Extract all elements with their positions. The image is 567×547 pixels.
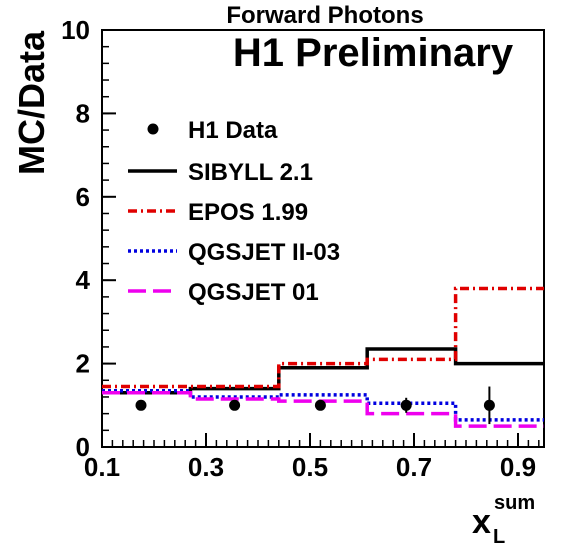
legend-label: SIBYLL 2.1 bbox=[188, 159, 313, 186]
y-tick-label: 0 bbox=[76, 432, 90, 462]
chart-subtitle: H1 Preliminary bbox=[233, 31, 514, 75]
data-point bbox=[314, 399, 326, 411]
chart-title: Forward Photons bbox=[226, 2, 423, 29]
data-points bbox=[135, 386, 495, 425]
plot-frame bbox=[101, 29, 545, 448]
x-tick-label: 0.7 bbox=[396, 452, 432, 482]
legend-label: QGSJET II-03 bbox=[188, 239, 340, 266]
legend-label: QGSJET 01 bbox=[188, 279, 319, 306]
x-tick-label: 0.3 bbox=[188, 452, 224, 482]
series-line bbox=[102, 347, 544, 395]
data-point bbox=[483, 399, 495, 411]
x-axis-label-sup: sum bbox=[494, 492, 535, 514]
axes: 0 2 4 6 8 10 0.1 0.3 0.5 0.7 0.9 bbox=[61, 15, 540, 482]
x-axis-label: x sum L bbox=[472, 492, 535, 547]
x-tick-label: 0.5 bbox=[292, 452, 328, 482]
data-point bbox=[229, 399, 241, 411]
legend-label: H1 Data bbox=[188, 117, 278, 144]
x-axis-label-sub: L bbox=[493, 526, 505, 547]
y-tick-label: 2 bbox=[76, 349, 90, 379]
y-tick-label: 4 bbox=[76, 265, 91, 295]
x-tick-label: 0.9 bbox=[500, 452, 536, 482]
y-axis-label: MC/Data bbox=[11, 30, 52, 175]
legend-label: EPOS 1.99 bbox=[188, 199, 308, 226]
y-tick-label: 8 bbox=[76, 98, 90, 128]
y-tick-label: 6 bbox=[76, 182, 90, 212]
x-axis-label-main: x bbox=[472, 503, 491, 541]
legend: H1 Data SIBYLL 2.1 EPOS 1.99 QGSJET II-03 QG… bbox=[128, 117, 340, 306]
data-point bbox=[135, 399, 147, 411]
series-line bbox=[102, 286, 544, 389]
data-point bbox=[400, 399, 412, 411]
y-tick-label: 10 bbox=[61, 15, 90, 45]
x-tick-label: 0.1 bbox=[84, 452, 120, 482]
legend-marker bbox=[147, 123, 159, 135]
